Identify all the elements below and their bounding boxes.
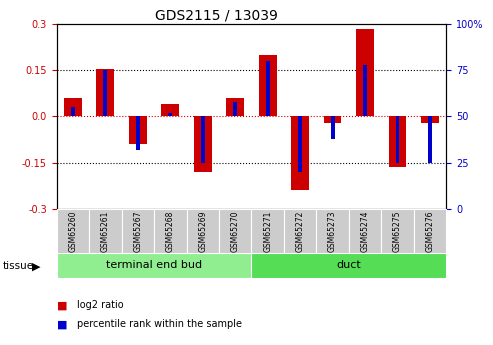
Text: log2 ratio: log2 ratio	[77, 300, 124, 310]
Bar	[388, 117, 406, 167]
Bar	[168, 113, 172, 117]
Text: GSM65275: GSM65275	[393, 211, 402, 253]
Bar	[331, 117, 335, 139]
Bar	[71, 107, 75, 117]
Text: ■: ■	[57, 300, 67, 310]
Text: tissue: tissue	[2, 262, 34, 271]
Bar	[323, 117, 342, 122]
Bar	[201, 117, 205, 162]
Bar	[251, 253, 446, 278]
Text: terminal end bud: terminal end bud	[106, 260, 202, 270]
Bar	[414, 209, 446, 254]
Text: GSM65271: GSM65271	[263, 211, 272, 252]
Text: GSM65272: GSM65272	[296, 211, 305, 252]
Bar	[64, 98, 82, 117]
Bar	[284, 209, 317, 254]
Text: GSM65261: GSM65261	[101, 211, 110, 252]
Bar	[194, 117, 211, 172]
Bar	[219, 209, 251, 254]
Bar	[395, 117, 399, 162]
Bar	[122, 209, 154, 254]
Bar	[363, 65, 367, 117]
Bar	[298, 117, 302, 172]
Bar	[97, 69, 114, 117]
Text: GDS2115 / 13039: GDS2115 / 13039	[155, 9, 279, 23]
Bar	[317, 209, 349, 254]
Bar	[251, 209, 284, 254]
Text: percentile rank within the sample: percentile rank within the sample	[77, 319, 243, 329]
Bar	[291, 117, 309, 190]
Text: GSM65276: GSM65276	[425, 211, 434, 253]
Bar	[421, 117, 439, 122]
Bar	[154, 209, 186, 254]
Text: duct: duct	[336, 260, 361, 270]
Bar	[356, 29, 374, 117]
Bar	[136, 117, 140, 150]
Text: ▶: ▶	[32, 262, 40, 271]
Text: ■: ■	[57, 319, 67, 329]
Bar	[89, 209, 122, 254]
Text: GSM65273: GSM65273	[328, 211, 337, 253]
Bar	[226, 98, 244, 117]
Bar	[259, 55, 277, 117]
Text: GSM65270: GSM65270	[231, 211, 240, 253]
Bar	[129, 117, 147, 144]
Bar	[381, 209, 414, 254]
Text: GSM65268: GSM65268	[166, 211, 175, 252]
Text: GSM65267: GSM65267	[133, 211, 142, 253]
Text: GSM65269: GSM65269	[198, 211, 207, 253]
Text: GSM65274: GSM65274	[360, 211, 370, 253]
Bar	[428, 117, 432, 162]
Text: GSM65260: GSM65260	[69, 211, 77, 253]
Bar	[233, 102, 237, 117]
Bar	[349, 209, 381, 254]
Bar	[266, 61, 270, 117]
Bar	[161, 104, 179, 117]
Bar	[57, 253, 251, 278]
Bar	[57, 209, 89, 254]
Bar	[186, 209, 219, 254]
Bar	[104, 70, 107, 117]
